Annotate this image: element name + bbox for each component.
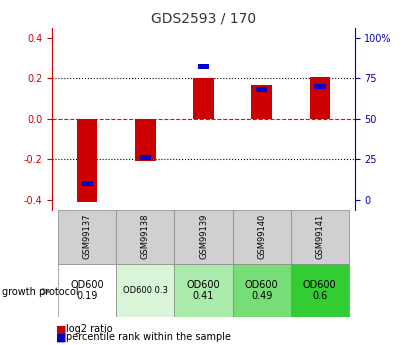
Text: GSM99140: GSM99140 bbox=[257, 214, 266, 259]
Text: log2 ratio: log2 ratio bbox=[66, 325, 113, 334]
Bar bbox=[193, 78, 214, 119]
Text: GSM99141: GSM99141 bbox=[315, 214, 324, 259]
Bar bbox=[135, 119, 156, 161]
Bar bbox=[174, 210, 233, 264]
Bar bbox=[310, 77, 330, 119]
Bar bbox=[198, 64, 209, 69]
Bar bbox=[174, 264, 233, 317]
Bar bbox=[139, 155, 151, 160]
Text: percentile rank within the sample: percentile rank within the sample bbox=[66, 333, 231, 342]
Title: GDS2593 / 170: GDS2593 / 170 bbox=[151, 11, 256, 25]
Text: OD600
0.41: OD600 0.41 bbox=[187, 280, 220, 301]
Text: OD600 0.3: OD600 0.3 bbox=[123, 286, 168, 295]
Text: GSM99138: GSM99138 bbox=[141, 214, 150, 259]
Text: GSM99137: GSM99137 bbox=[83, 214, 92, 259]
Bar bbox=[233, 264, 291, 317]
Bar bbox=[58, 210, 116, 264]
Text: GSM99139: GSM99139 bbox=[199, 214, 208, 259]
Bar bbox=[256, 87, 268, 92]
Bar bbox=[291, 210, 349, 264]
Bar bbox=[314, 84, 326, 89]
Text: OD600
0.6: OD600 0.6 bbox=[303, 280, 337, 301]
Bar bbox=[116, 264, 174, 317]
Bar bbox=[233, 210, 291, 264]
Bar bbox=[251, 85, 272, 119]
Bar bbox=[291, 264, 349, 317]
Text: OD600
0.49: OD600 0.49 bbox=[245, 280, 278, 301]
Bar bbox=[77, 119, 98, 202]
Bar bbox=[116, 210, 174, 264]
Text: ■: ■ bbox=[56, 333, 67, 342]
Text: OD600
0.19: OD600 0.19 bbox=[71, 280, 104, 301]
Text: ■: ■ bbox=[56, 325, 67, 334]
Bar bbox=[81, 181, 93, 186]
Text: growth protocol: growth protocol bbox=[2, 287, 79, 296]
Bar bbox=[58, 264, 116, 317]
